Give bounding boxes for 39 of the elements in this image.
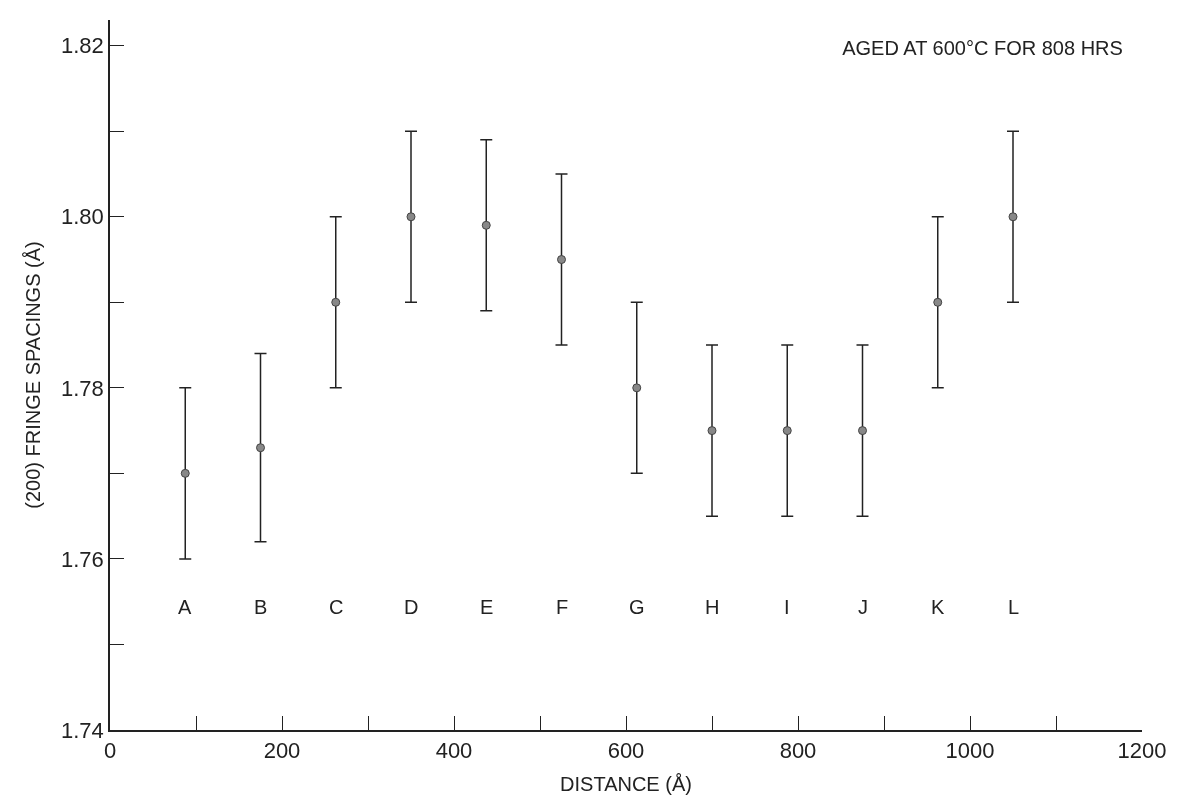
point <box>256 443 265 453</box>
y-tick-label: 1.82 <box>61 33 104 59</box>
x-tick-label: 200 <box>263 738 301 764</box>
annotation: I <box>784 596 790 618</box>
point <box>858 426 867 436</box>
point <box>331 297 341 307</box>
y-tick-label: 1.78 <box>61 375 104 401</box>
y-axis-title: (200) FRINGE SPACINGS (Å) <box>22 241 45 509</box>
x-axis-title: DISTANCE (Å) <box>560 773 692 796</box>
annotation: C <box>329 596 344 618</box>
x-tick-label: 1000 <box>945 738 995 764</box>
annotation: D <box>404 596 419 618</box>
y-tick-label: 1.80 <box>61 204 104 230</box>
point <box>933 297 943 307</box>
annotation: B <box>254 596 268 618</box>
annotation: J <box>858 596 868 618</box>
point <box>557 255 566 265</box>
x-tick-label: 800 <box>779 738 817 764</box>
annotation: H <box>705 596 720 618</box>
annotation: K <box>931 596 945 618</box>
point <box>1008 212 1018 222</box>
point <box>481 220 491 230</box>
annotation: F <box>556 596 569 618</box>
point <box>406 212 416 222</box>
x-tick-label: 1200 <box>1117 738 1167 764</box>
y-tick-label: 1.74 <box>61 717 104 743</box>
point <box>707 426 717 436</box>
point <box>782 426 792 436</box>
x-tick-label: 400 <box>435 738 473 764</box>
x-tick-label: 0 <box>103 738 117 764</box>
annotation: E <box>480 596 494 618</box>
annotation: A <box>178 596 192 618</box>
annotation: G <box>629 596 645 618</box>
text: AGED AT 600°C FOR 808 HRS <box>842 36 1123 59</box>
point <box>180 468 190 478</box>
annotation: L <box>1008 596 1020 618</box>
y-tick-label: 1.76 <box>61 546 104 572</box>
point <box>632 383 642 393</box>
x-tick-label: 600 <box>607 738 645 764</box>
